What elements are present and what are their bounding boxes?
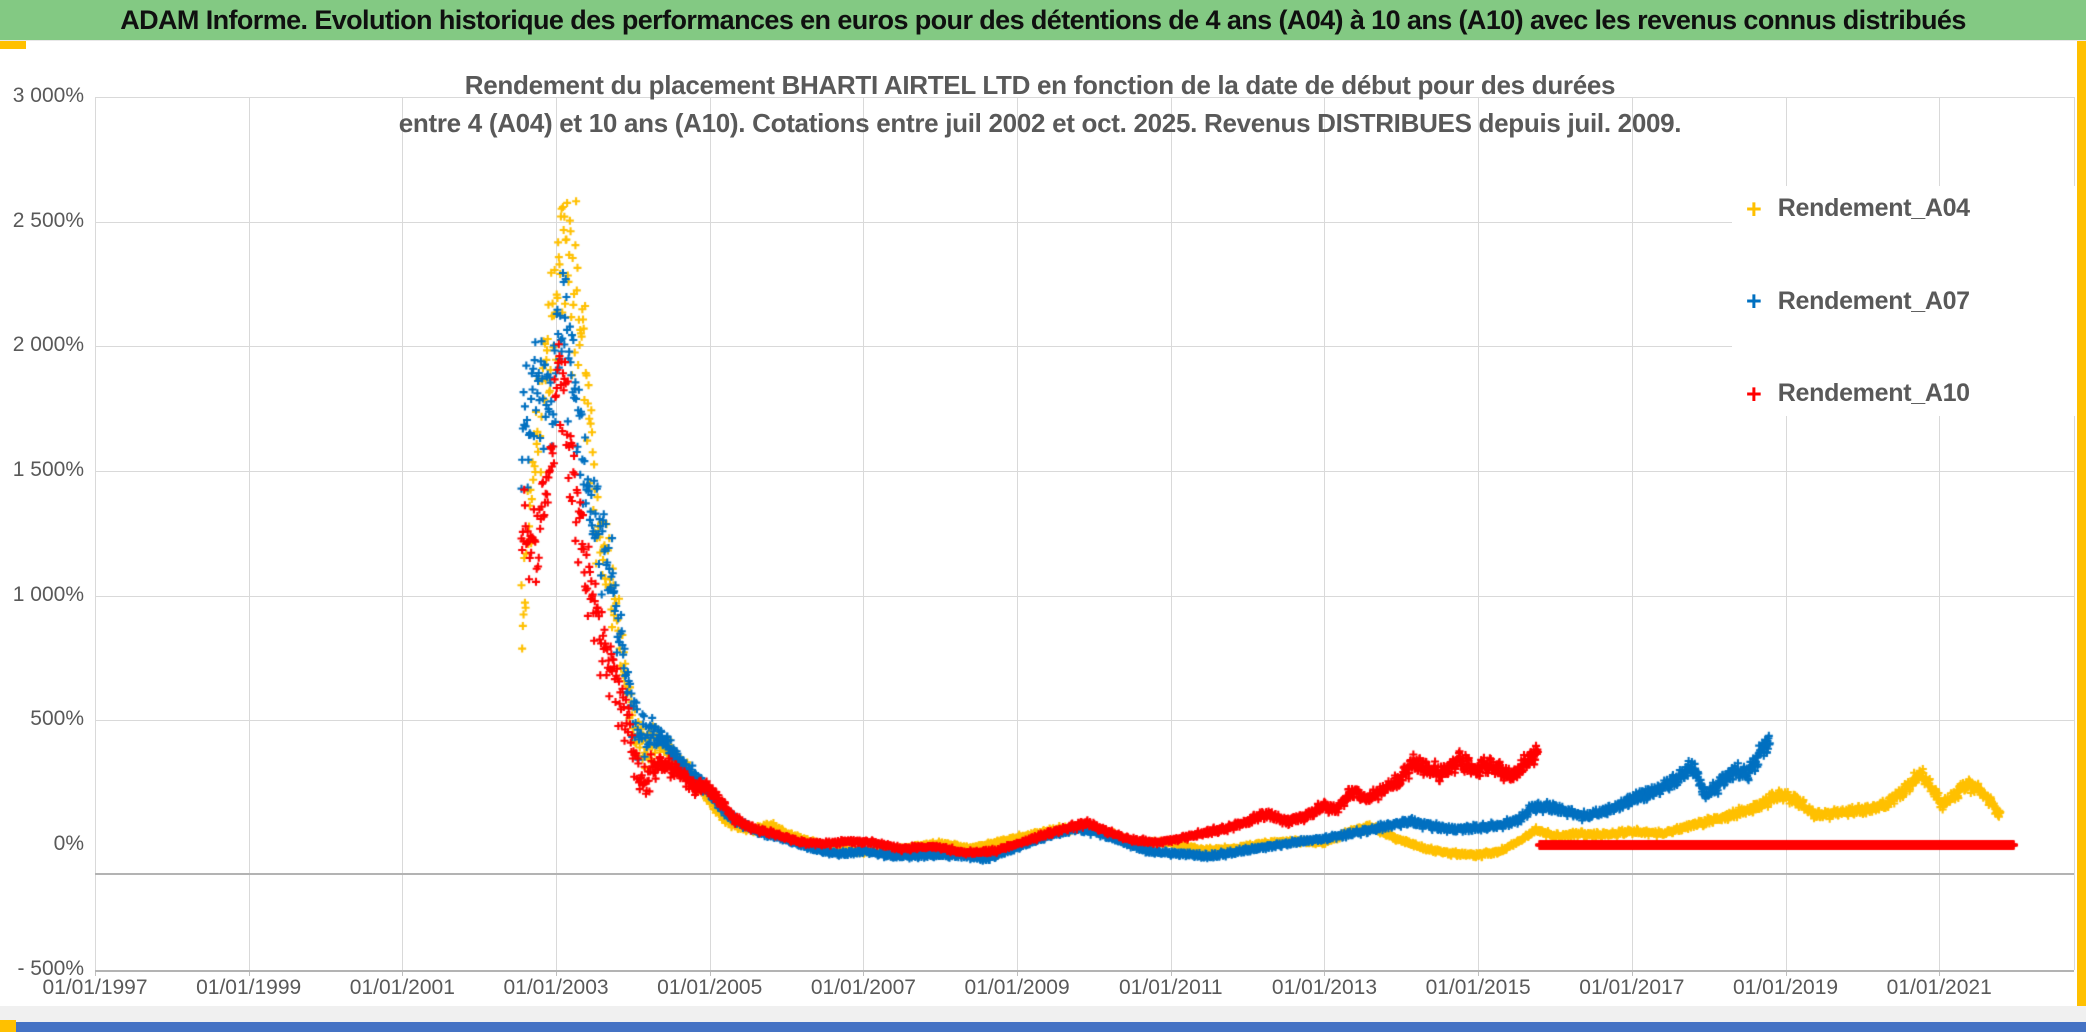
chart-title: Rendement du placement BHARTI AIRTEL LTD…: [340, 66, 1740, 142]
legend-label: Rendement_A10: [1777, 379, 1970, 407]
bottom-gray-strip: [0, 1006, 2086, 1022]
legend-item-a04[interactable]: + Rendement_A04: [1732, 194, 2076, 223]
legend-item-a10[interactable]: + Rendement_A10: [1732, 379, 2076, 408]
bottom-blue-bar: [0, 1022, 2086, 1032]
plus-marker-icon: +: [1746, 286, 1762, 316]
legend-label: Rendement_A07: [1777, 286, 1970, 315]
chart-title-line1: Rendement du placement BHARTI AIRTEL LTD…: [464, 70, 1616, 100]
chart-legend: + Rendement_A04 + Rendement_A07 + Rendem…: [1732, 186, 2076, 416]
plus-marker-icon: +: [1746, 193, 1762, 224]
plus-marker-icon: +: [1746, 378, 1762, 409]
legend-label: Rendement_A04: [1777, 194, 1970, 222]
gold-accent-bottomleft: [0, 1020, 16, 1032]
chart-title-line2: entre 4 (A04) et 10 ans (A10). Cotations…: [398, 108, 1682, 138]
legend-item-a07[interactable]: + Rendement_A07: [1732, 287, 2076, 316]
